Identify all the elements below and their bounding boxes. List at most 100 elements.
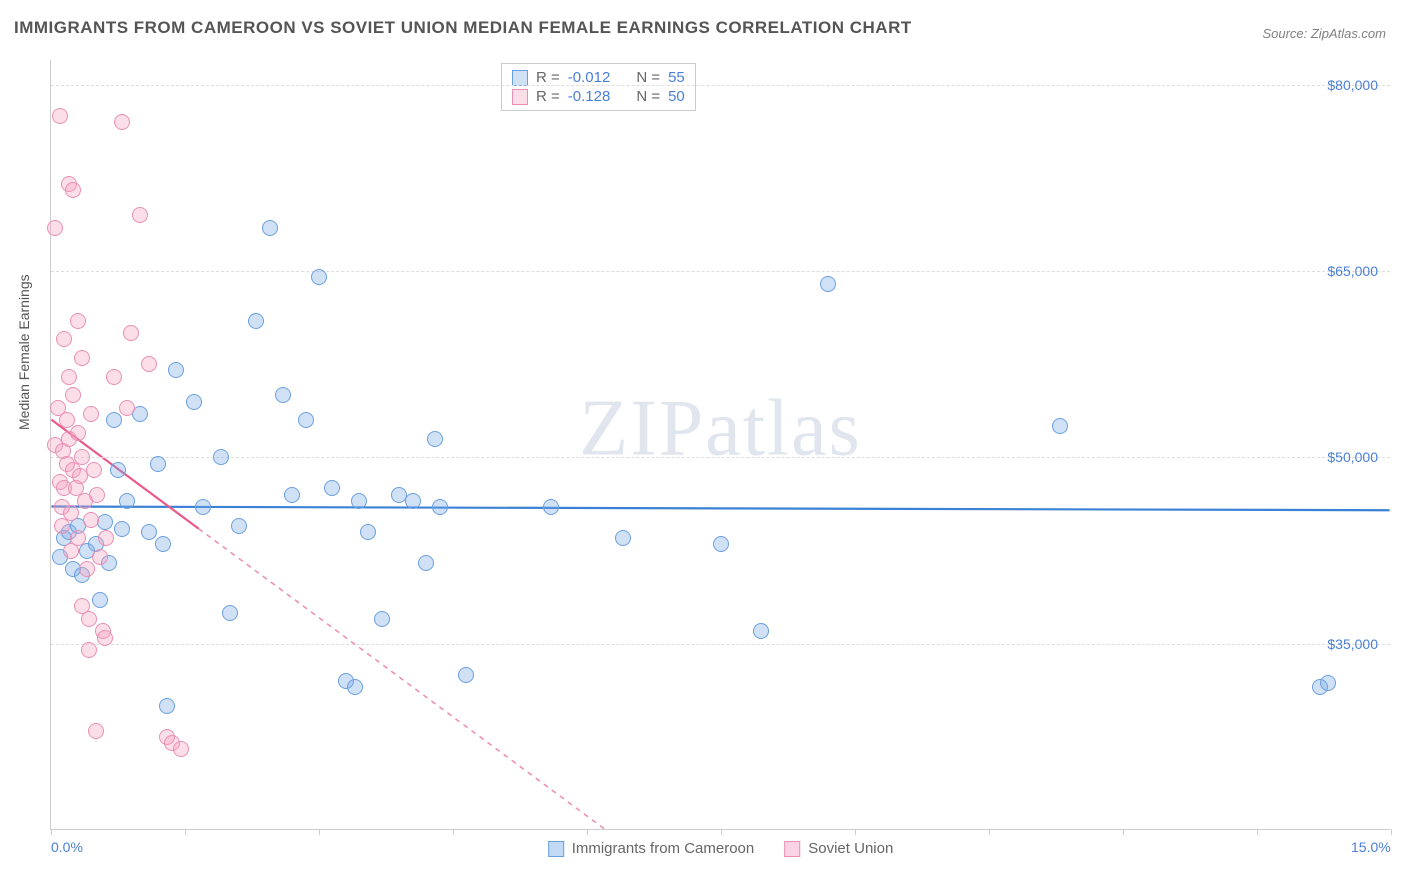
data-point	[92, 549, 108, 565]
data-point	[168, 362, 184, 378]
x-tick	[989, 829, 990, 835]
x-tick	[1391, 829, 1392, 835]
data-point	[56, 331, 72, 347]
x-tick	[587, 829, 588, 835]
x-tick	[453, 829, 454, 835]
data-point	[70, 313, 86, 329]
data-point	[150, 456, 166, 472]
n-label: N =	[636, 69, 660, 86]
x-tick	[319, 829, 320, 835]
data-point	[347, 679, 363, 695]
data-point	[374, 611, 390, 627]
legend-stat-row: R = -0.128 N = 50	[512, 87, 685, 106]
data-point	[65, 182, 81, 198]
data-point	[132, 207, 148, 223]
data-point	[81, 642, 97, 658]
data-point	[231, 518, 247, 534]
plot-area: ZIPatlas R =-0.012N =55R =-0.128N =50 Im…	[50, 60, 1390, 830]
n-label: N =	[636, 88, 660, 105]
legend-series: Immigrants from Cameroon Soviet Union	[548, 840, 894, 857]
gridline-h	[51, 271, 1390, 272]
y-tick-label: $35,000	[1327, 636, 1378, 652]
data-point	[405, 493, 421, 509]
gridline-h	[51, 644, 1390, 645]
data-point	[418, 555, 434, 571]
n-value: 55	[668, 69, 685, 86]
data-point	[615, 530, 631, 546]
watermark-bold: ZIP	[579, 385, 705, 473]
data-point	[141, 524, 157, 540]
r-label: R =	[536, 88, 560, 105]
x-tick	[1123, 829, 1124, 835]
data-point	[351, 493, 367, 509]
data-point	[213, 449, 229, 465]
data-point	[141, 356, 157, 372]
data-point	[298, 412, 314, 428]
source-name: ZipAtlas.com	[1311, 26, 1386, 41]
x-tick	[185, 829, 186, 835]
data-point	[47, 220, 63, 236]
legend-label: Immigrants from Cameroon	[572, 840, 755, 857]
data-point	[159, 698, 175, 714]
y-axis-title: Median Female Earnings	[16, 274, 32, 430]
data-point	[222, 605, 238, 621]
data-point	[123, 325, 139, 341]
data-point	[1320, 675, 1336, 691]
trendline-solid	[51, 507, 1389, 511]
data-point	[106, 412, 122, 428]
x-tick-label: 15.0%	[1351, 839, 1391, 855]
data-point	[458, 667, 474, 683]
r-value: -0.128	[568, 88, 611, 105]
r-label: R =	[536, 69, 560, 86]
source-prefix: Source:	[1262, 26, 1310, 41]
data-point	[432, 499, 448, 515]
x-tick	[51, 829, 52, 835]
legend-label: Soviet Union	[808, 840, 893, 857]
data-point	[713, 536, 729, 552]
data-point	[119, 493, 135, 509]
y-tick-label: $50,000	[1327, 449, 1378, 465]
data-point	[311, 269, 327, 285]
legend-swatch	[512, 70, 528, 86]
data-point	[186, 394, 202, 410]
data-point	[275, 387, 291, 403]
legend-item: Soviet Union	[784, 840, 893, 857]
data-point	[61, 369, 77, 385]
data-point	[81, 611, 97, 627]
source-label: Source: ZipAtlas.com	[1262, 26, 1386, 41]
y-tick-label: $65,000	[1327, 263, 1378, 279]
data-point	[98, 530, 114, 546]
legend-swatch	[548, 841, 564, 857]
data-point	[92, 592, 108, 608]
data-point	[284, 487, 300, 503]
data-point	[753, 623, 769, 639]
data-point	[97, 630, 113, 646]
legend-swatch	[512, 89, 528, 105]
watermark-light: atlas	[705, 385, 862, 473]
data-point	[1052, 418, 1068, 434]
x-tick	[855, 829, 856, 835]
data-point	[74, 350, 90, 366]
watermark: ZIPatlas	[579, 384, 862, 475]
data-point	[79, 561, 95, 577]
legend-item: Immigrants from Cameroon	[548, 840, 755, 857]
data-point	[70, 425, 86, 441]
data-point	[324, 480, 340, 496]
trend-lines	[51, 60, 1390, 829]
n-value: 50	[668, 88, 685, 105]
x-tick-label: 0.0%	[51, 839, 83, 855]
data-point	[427, 431, 443, 447]
data-point	[83, 512, 99, 528]
chart-title: IMMIGRANTS FROM CAMEROON VS SOVIET UNION…	[14, 18, 912, 38]
data-point	[97, 514, 113, 530]
data-point	[262, 220, 278, 236]
x-tick	[721, 829, 722, 835]
data-point	[52, 108, 68, 124]
legend-stats: R =-0.012N =55R =-0.128N =50	[501, 63, 696, 111]
data-point	[114, 521, 130, 537]
data-point	[360, 524, 376, 540]
data-point	[173, 741, 189, 757]
data-point	[63, 505, 79, 521]
data-point	[83, 406, 99, 422]
trendline-dashed	[199, 529, 605, 829]
